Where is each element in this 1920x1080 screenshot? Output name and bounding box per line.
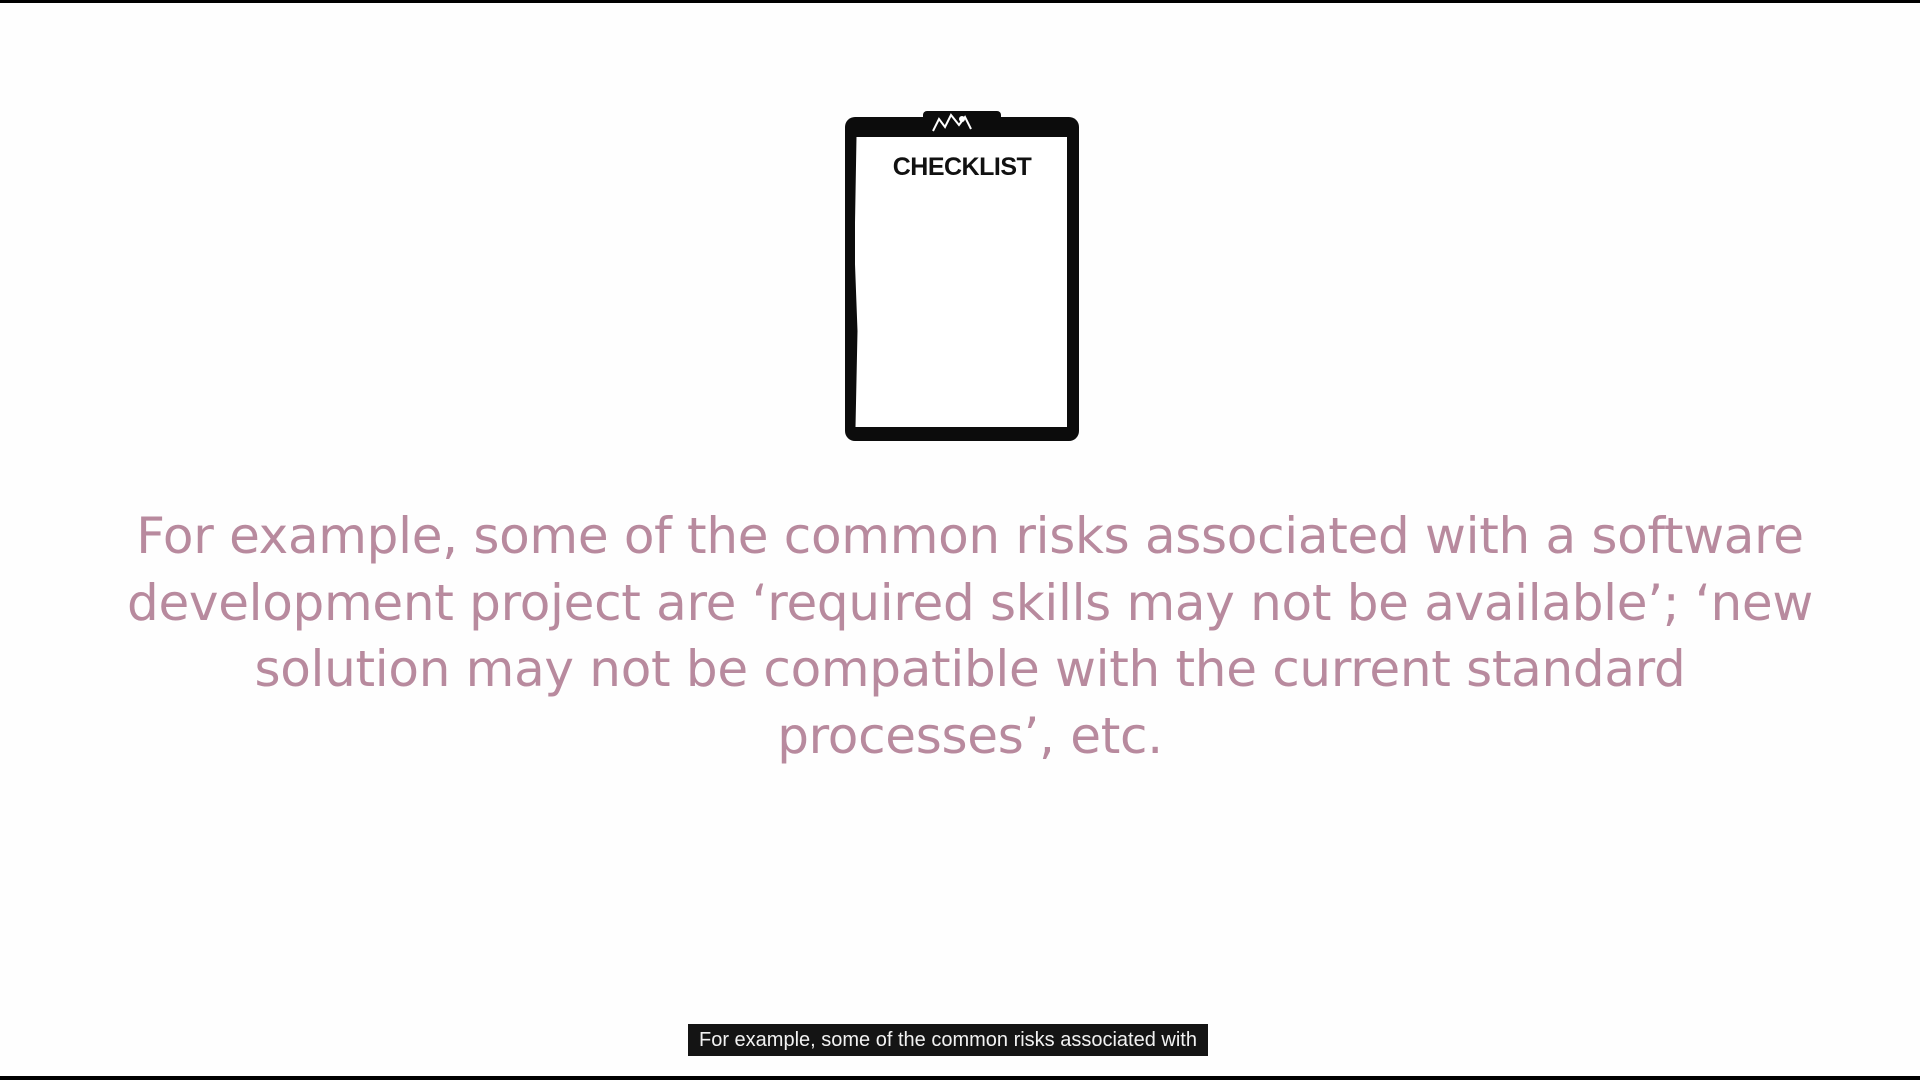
clipboard-checklist-icon: CHECKLIST xyxy=(841,111,1083,447)
clipboard-title: CHECKLIST xyxy=(892,153,1032,181)
video-frame: CHECKLIST For example, some of the commo… xyxy=(0,3,1920,1076)
clipboard-icon xyxy=(845,111,1079,441)
slide-body-text: For example, some of the common risks as… xyxy=(127,507,1813,765)
subtitle-caption: For example, some of the common risks as… xyxy=(688,1024,1208,1056)
